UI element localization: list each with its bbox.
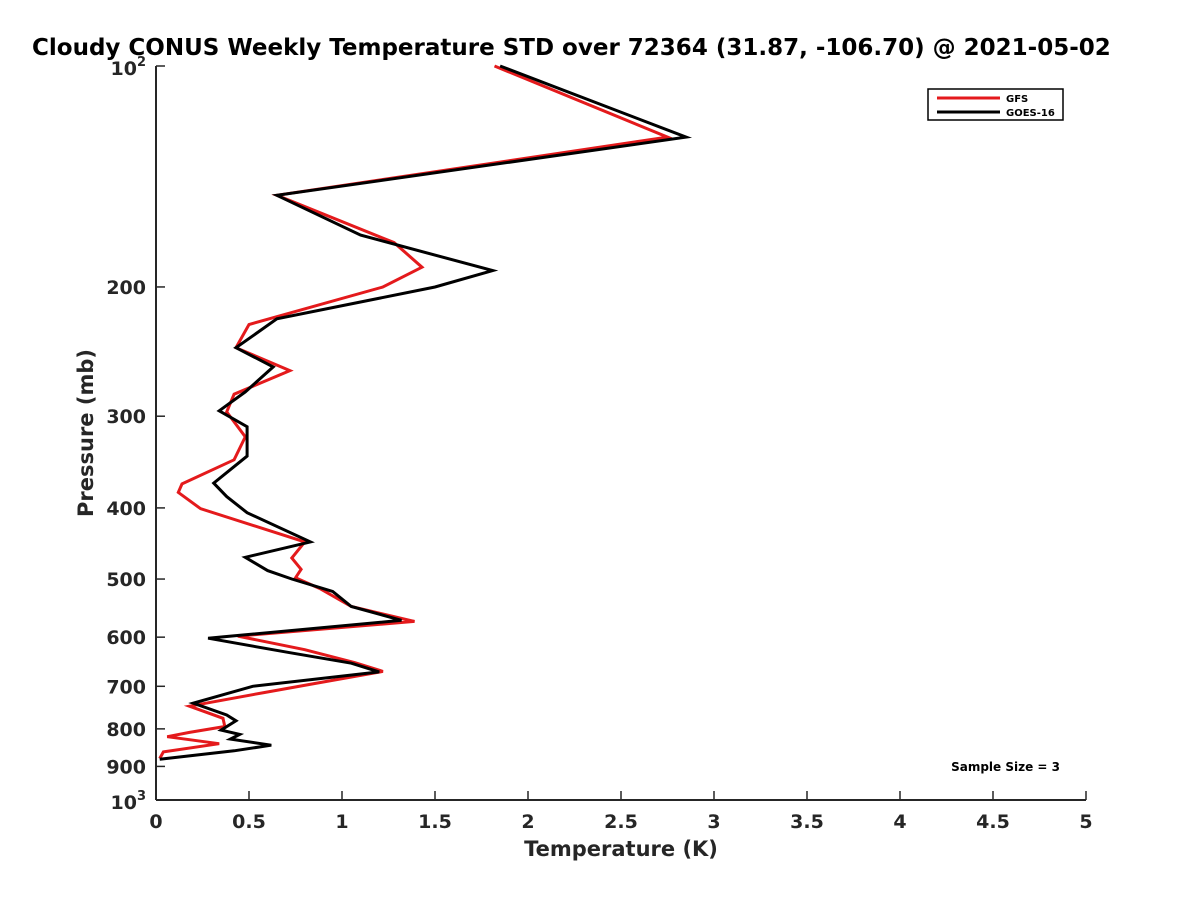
y-tick-label: 400 [106, 498, 146, 520]
y-tick-label: 200 [106, 277, 146, 299]
plot-axes [155, 66, 1086, 801]
y-tick-exponent: 3 [137, 789, 146, 804]
x-axis-ticks: 0 0.5 1 1.5 2 2.5 3 3.5 4 4.5 5 [149, 791, 1093, 833]
y-tick-exponent: 2 [137, 55, 146, 70]
chart-title: Cloudy CONUS Weekly Temperature STD over… [32, 35, 1111, 61]
y-tick-label: 103 [111, 789, 147, 814]
x-tick-label: 0 [149, 811, 162, 833]
legend-label: GOES-16 [1006, 108, 1055, 119]
y-tick-label: 900 [106, 756, 146, 778]
y-tick-label: 500 [106, 569, 146, 591]
x-tick-label: 0.5 [232, 811, 266, 833]
y-tick-label: 600 [106, 627, 146, 649]
legend: GFS GOES-16 [927, 88, 1064, 121]
y-axis-label: Pressure (mb) [74, 349, 98, 517]
y-tick-label: 700 [106, 676, 146, 698]
x-tick-label: 1 [335, 811, 348, 833]
y-tick-label: 102 [111, 55, 147, 80]
x-tick-label: 3 [707, 811, 720, 833]
x-tick-label: 1.5 [418, 811, 452, 833]
x-tick-label: 2 [521, 811, 534, 833]
y-tick-label: 800 [106, 719, 146, 741]
x-tick-label: 4.5 [976, 811, 1010, 833]
y-tick-base: 10 [111, 58, 137, 80]
y-tick-label: 300 [106, 406, 146, 428]
x-tick-label: 5 [1079, 811, 1092, 833]
x-axis-label: Temperature (K) [524, 837, 718, 861]
series-line-gfs [158, 64, 674, 760]
x-tick-label: 2.5 [604, 811, 638, 833]
y-tick-base: 10 [111, 792, 137, 814]
legend-box [927, 88, 1064, 121]
series-line-goes-16 [159, 64, 693, 761]
series-layer [158, 64, 693, 761]
legend-label: GFS [1006, 94, 1028, 105]
x-tick-label: 3.5 [790, 811, 824, 833]
x-tick-label: 4 [893, 811, 906, 833]
sample-size-annotation: Sample Size = 3 [951, 760, 1060, 774]
